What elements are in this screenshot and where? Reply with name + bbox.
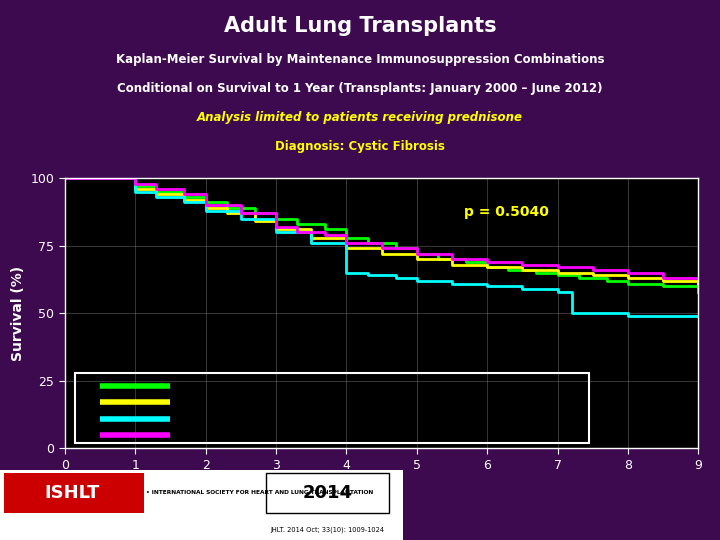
Text: Conditional on Survival to 1 Year (Transplants: January 2000 – June 2012): Conditional on Survival to 1 Year (Trans…: [117, 82, 603, 95]
Text: Adult Lung Transplants: Adult Lung Transplants: [224, 16, 496, 36]
Bar: [266, 472, 389, 514]
Text: • INTERNATIONAL SOCIETY FOR HEART AND LUNG TRANSPLANTATION: • INTERNATIONAL SOCIETY FOR HEART AND LU…: [145, 490, 373, 496]
Bar: [76, 373, 589, 443]
Text: 2014: 2014: [302, 484, 353, 502]
X-axis label: Years: Years: [360, 477, 403, 491]
Text: ISHLT: ISHLT: [45, 484, 99, 502]
Text: Diagnosis: Cystic Fibrosis: Diagnosis: Cystic Fibrosis: [275, 140, 445, 153]
Bar: [4, 472, 144, 514]
Bar: [0, 470, 403, 540]
Y-axis label: Survival (%): Survival (%): [11, 266, 25, 361]
Text: p = 0.5040: p = 0.5040: [464, 205, 549, 219]
Text: Kaplan-Meier Survival by Maintenance Immunosuppression Combinations: Kaplan-Meier Survival by Maintenance Imm…: [116, 53, 604, 66]
Text: JHLT. 2014 Oct; 33(10): 1009-1024: JHLT. 2014 Oct; 33(10): 1009-1024: [271, 526, 384, 533]
Text: Analysis limited to patients receiving prednisone: Analysis limited to patients receiving p…: [197, 111, 523, 124]
